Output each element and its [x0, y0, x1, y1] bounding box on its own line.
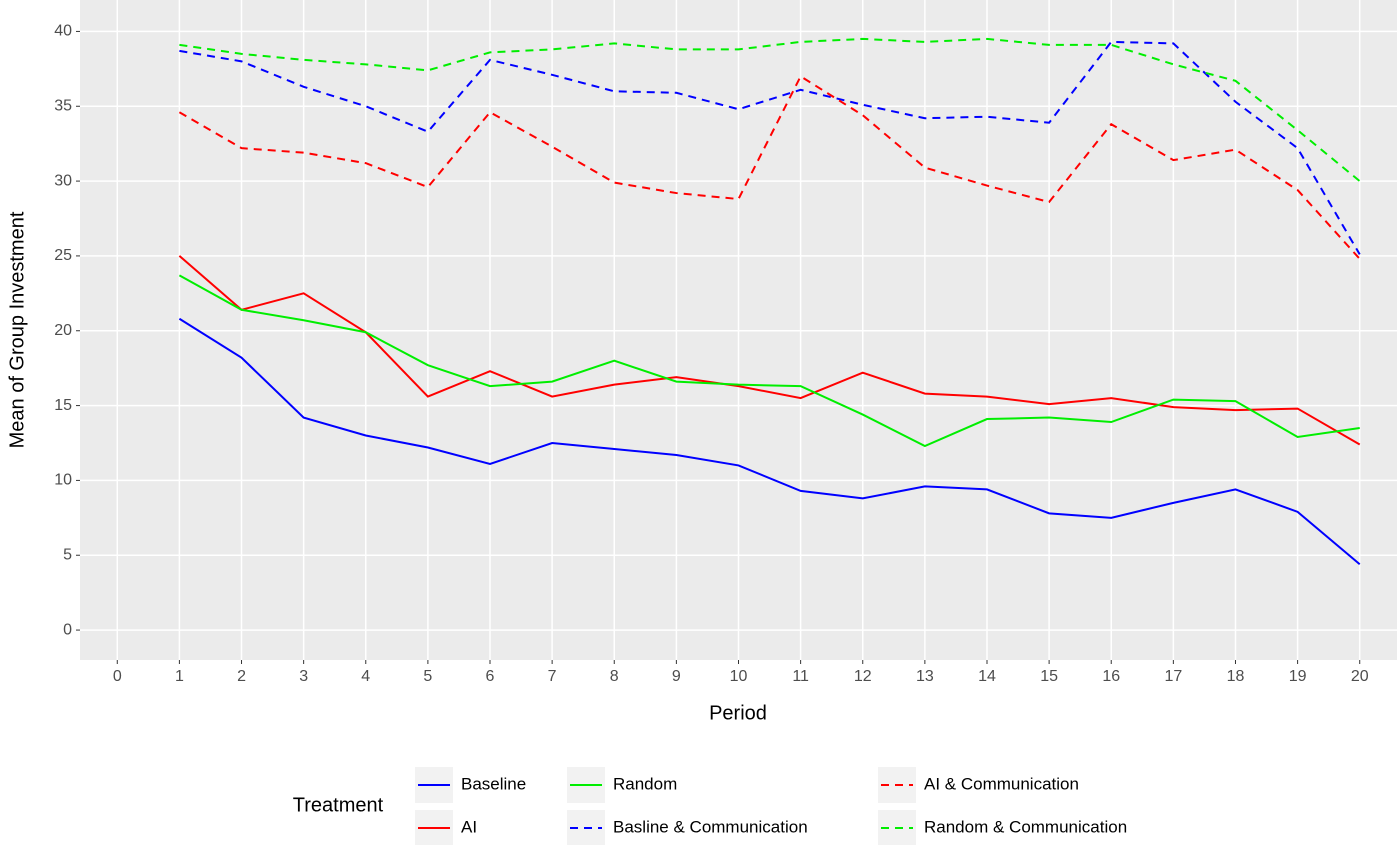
x-tick-label: 10	[730, 668, 748, 685]
y-tick-label: 30	[54, 172, 72, 189]
legend-title: Treatment	[293, 794, 384, 816]
x-tick-label: 1	[175, 668, 184, 685]
legend-label: Baseline	[461, 774, 526, 793]
series-line	[178, 274, 1360, 448]
series-line	[179, 40, 1361, 255]
x-tick-label: 9	[672, 668, 681, 685]
y-axis-title: Mean of Group Investment	[6, 211, 28, 448]
x-tick-label: 11	[792, 668, 809, 685]
x-tick-label: 18	[1227, 668, 1245, 685]
series-line	[178, 317, 1361, 565]
x-tick-label: 13	[916, 668, 934, 685]
x-tick-label: 7	[548, 668, 557, 685]
y-tick-label: 40	[54, 23, 72, 40]
y-tick-label: 10	[54, 472, 72, 489]
x-tick-label: 4	[361, 668, 370, 685]
x-tick-label: 12	[854, 668, 872, 685]
y-tick-label: 0	[63, 621, 72, 638]
series-line	[179, 37, 1361, 182]
legend-label: Random & Communication	[924, 817, 1127, 836]
legend-label: Basline & Communication	[613, 817, 808, 836]
x-tick-label: 5	[423, 668, 432, 685]
x-tick-label: 15	[1040, 668, 1058, 685]
y-tick-label: 5	[63, 546, 72, 563]
y-tick-label: 20	[54, 322, 72, 339]
x-tick-label: 3	[299, 668, 308, 685]
legend-label: AI	[461, 817, 477, 836]
x-tick-label: 8	[610, 668, 619, 685]
legend-label: AI & Communication	[924, 774, 1079, 793]
y-tick-label: 35	[54, 97, 72, 114]
x-tick-label: 16	[1102, 668, 1120, 685]
x-axis-title: Period	[709, 702, 767, 724]
x-tick-label: 0	[113, 668, 122, 685]
series-line	[178, 255, 1361, 446]
y-tick-label: 15	[54, 397, 72, 414]
series-line	[178, 74, 1361, 260]
x-tick-label: 20	[1351, 668, 1369, 685]
legend-label: Random	[613, 774, 677, 793]
x-tick-label: 19	[1289, 668, 1307, 685]
x-tick-label: 14	[978, 668, 996, 685]
x-tick-label: 6	[486, 668, 495, 685]
y-tick-label: 25	[54, 247, 72, 264]
x-tick-label: 17	[1164, 668, 1182, 685]
x-tick-label: 2	[237, 668, 246, 685]
